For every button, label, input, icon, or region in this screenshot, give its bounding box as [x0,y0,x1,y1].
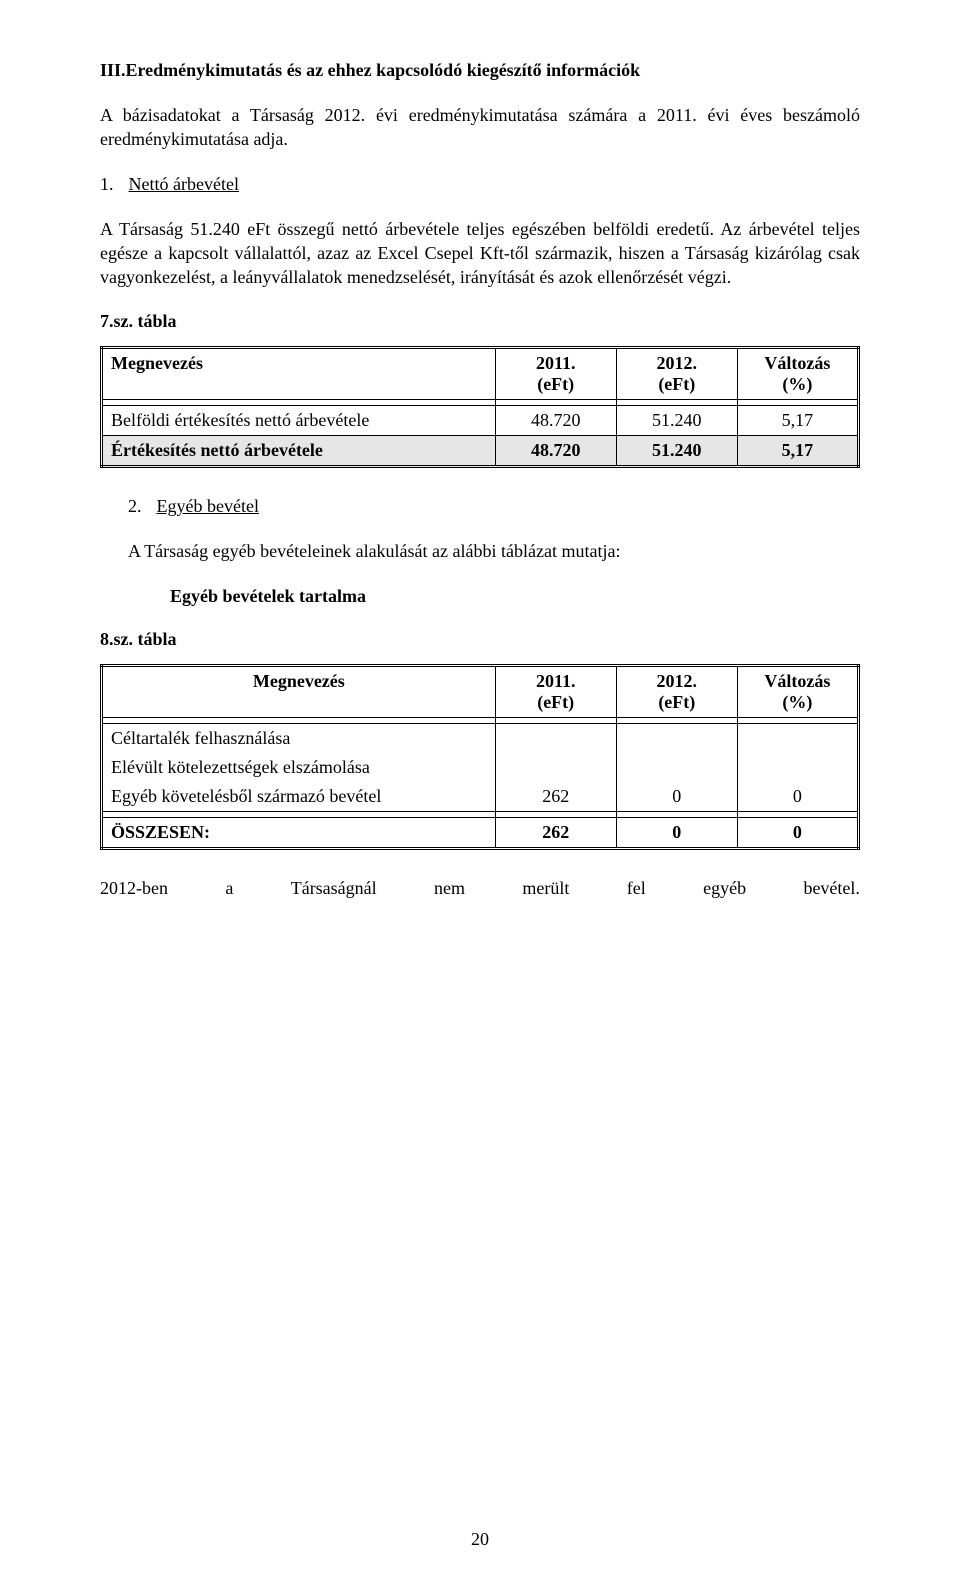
heading-2: 2. Egyéb bevétel [128,496,860,517]
paragraph-1: A Társaság 51.240 eFt összegű nettó árbe… [100,217,860,290]
table8-col-3: Változás (%) [737,665,858,717]
table7-r0-v2: 51.240 [616,406,737,436]
closing-w0: 2012-ben [100,878,168,899]
closing-line: 2012-ben a Társaságnál nem merült fel eg… [100,878,860,899]
table8-col-1: 2011. (eFt) [495,665,616,717]
table8-r2-name: Egyéb követelésből származó bevétel [102,782,496,812]
table7-r0-name: Belföldi értékesítés nettó árbevétele [102,406,496,436]
table-row: Céltartalék felhasználása [102,723,859,753]
table7: Megnevezés 2011. (eFt) 2012. (eFt) Válto… [100,346,860,468]
table8-r2-v1: 262 [495,782,616,812]
table7-col-3: Változás (%) [737,348,858,400]
table8-r0-v1 [495,723,616,753]
table-row-total: Értékesítés nettó árbevétele 48.720 51.2… [102,436,859,467]
table8-r1-v1 [495,753,616,782]
closing-w3: nem [434,878,465,899]
closing-w2: Társaságnál [291,878,377,899]
table7-header: Megnevezés 2011. (eFt) 2012. (eFt) Válto… [102,348,859,400]
table8-r1-name: Elévült kötelezettségek elszámolása [102,753,496,782]
subheading-egyeb: Egyéb bevételek tartalma [170,586,860,607]
heading-1-text: Nettó árbevétel [129,174,239,194]
page-number: 20 [0,1529,960,1550]
table8-r2-v2: 0 [616,782,737,812]
heading-1: 1. Nettó árbevétel [100,174,860,195]
heading-2-text: Egyéb bevétel [157,496,259,516]
table7-col-2: 2012. (eFt) [616,348,737,400]
table8-label: 8.sz. tábla [100,629,860,650]
table8-r0-name: Céltartalék felhasználása [102,723,496,753]
table-row-total: ÖSSZESEN: 262 0 0 [102,817,859,848]
table8-col-meg: Megnevezés [102,665,496,717]
table7-col-1: 2011. (eFt) [495,348,616,400]
table8-total-v3: 0 [737,817,858,848]
table8-total-name: ÖSSZESEN: [102,817,496,848]
table8-total-v2: 0 [616,817,737,848]
table8-r2-v3: 0 [737,782,858,812]
table7-r0-v1: 48.720 [495,406,616,436]
table7-r1-v3: 5,17 [737,436,858,467]
table8-col-2: 2012. (eFt) [616,665,737,717]
table-row: Elévült kötelezettségek elszámolása [102,753,859,782]
closing-w1: a [225,878,233,899]
closing-w7: bevétel. [803,878,859,899]
table8-total-v1: 262 [495,817,616,848]
closing-w5: fel [627,878,646,899]
table7-col-meg: Megnevezés [102,348,496,400]
intro-paragraph: A bázisadatokat a Társaság 2012. évi ere… [100,103,860,152]
heading-1-num: 1. [100,174,124,195]
closing-w6: egyéb [703,878,746,899]
table8-header: Megnevezés 2011. (eFt) 2012. (eFt) Válto… [102,665,859,717]
paragraph-2: A Társaság egyéb bevételeinek alakulását… [128,539,860,563]
heading-2-num: 2. [128,496,152,517]
table8: Megnevezés 2011. (eFt) 2012. (eFt) Válto… [100,664,860,850]
table8-r0-v3 [737,723,858,753]
closing-w4: merült [522,878,569,899]
table-row: Egyéb követelésből származó bevétel 262 … [102,782,859,812]
table8-r1-v3 [737,753,858,782]
table8-r1-v2 [616,753,737,782]
table8-r0-v2 [616,723,737,753]
table7-r1-name: Értékesítés nettó árbevétele [102,436,496,467]
table7-label: 7.sz. tábla [100,311,860,332]
table-row: Belföldi értékesítés nettó árbevétele 48… [102,406,859,436]
table7-r1-v1: 48.720 [495,436,616,467]
section-title: III.Eredménykimutatás és az ehhez kapcso… [100,60,860,81]
table7-r1-v2: 51.240 [616,436,737,467]
table7-r0-v3: 5,17 [737,406,858,436]
